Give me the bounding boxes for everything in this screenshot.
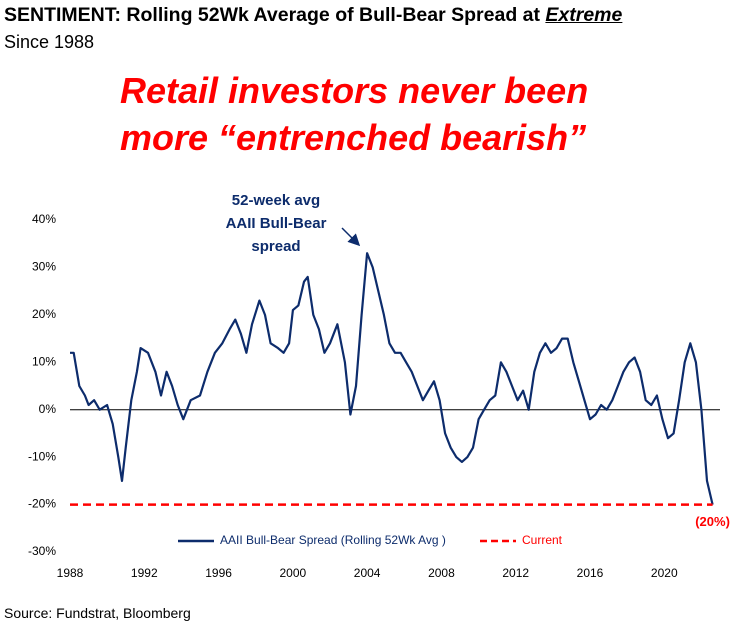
annotation: AAII Bull-Bear [226,215,327,232]
x-tick-label: 2020 [651,566,678,580]
title-text: SENTIMENT: Rolling 52Wk Average of Bull-… [4,4,540,26]
x-tick-label: 2004 [354,566,381,580]
chart: -30% -20% -10% 0% 10% 20% 30% 40% 1988 1992 1996 20… [28,192,730,580]
legend-label: Current [522,533,563,547]
headline: Retail investors never been [120,70,589,111]
x-tick-label: 1992 [131,566,158,580]
title-emphasis: Extreme [545,4,623,26]
y-tick-label: -20% [28,497,56,511]
headline: more “entrenched bearish” [120,117,587,158]
source: Source: Fundstrat, Bloomberg [4,605,191,621]
annotation-arrow [341,227,361,247]
y-tick-label: 20% [32,307,56,321]
x-tick-label: 2016 [577,566,604,580]
x-tick-label: 2008 [428,566,455,580]
chart-title: SENTIMENT: Rolling 52Wk Average of Bull-… [4,4,622,27]
value-label: (20%) [695,514,730,529]
x-tick-label: 2000 [280,566,307,580]
annotation: spread [251,238,300,255]
x-tick-label: 1988 [57,566,84,580]
x-tick-label: 1996 [205,566,232,580]
annotation: 52-week avg [232,192,320,209]
series-line [70,252,714,505]
y-tick-label: 0% [39,402,57,416]
y-tick-label: 40% [32,212,56,226]
y-tick-label: -10% [28,449,56,463]
y-tick-label: 30% [32,260,56,274]
legend-label: AAII Bull-Bear Spread (Rolling 52Wk Avg … [220,533,446,547]
y-tick-label: -30% [28,544,56,558]
subtitle: Since 1988 [4,32,95,52]
x-tick-label: 2012 [502,566,529,580]
y-tick-label: 10% [32,354,56,368]
